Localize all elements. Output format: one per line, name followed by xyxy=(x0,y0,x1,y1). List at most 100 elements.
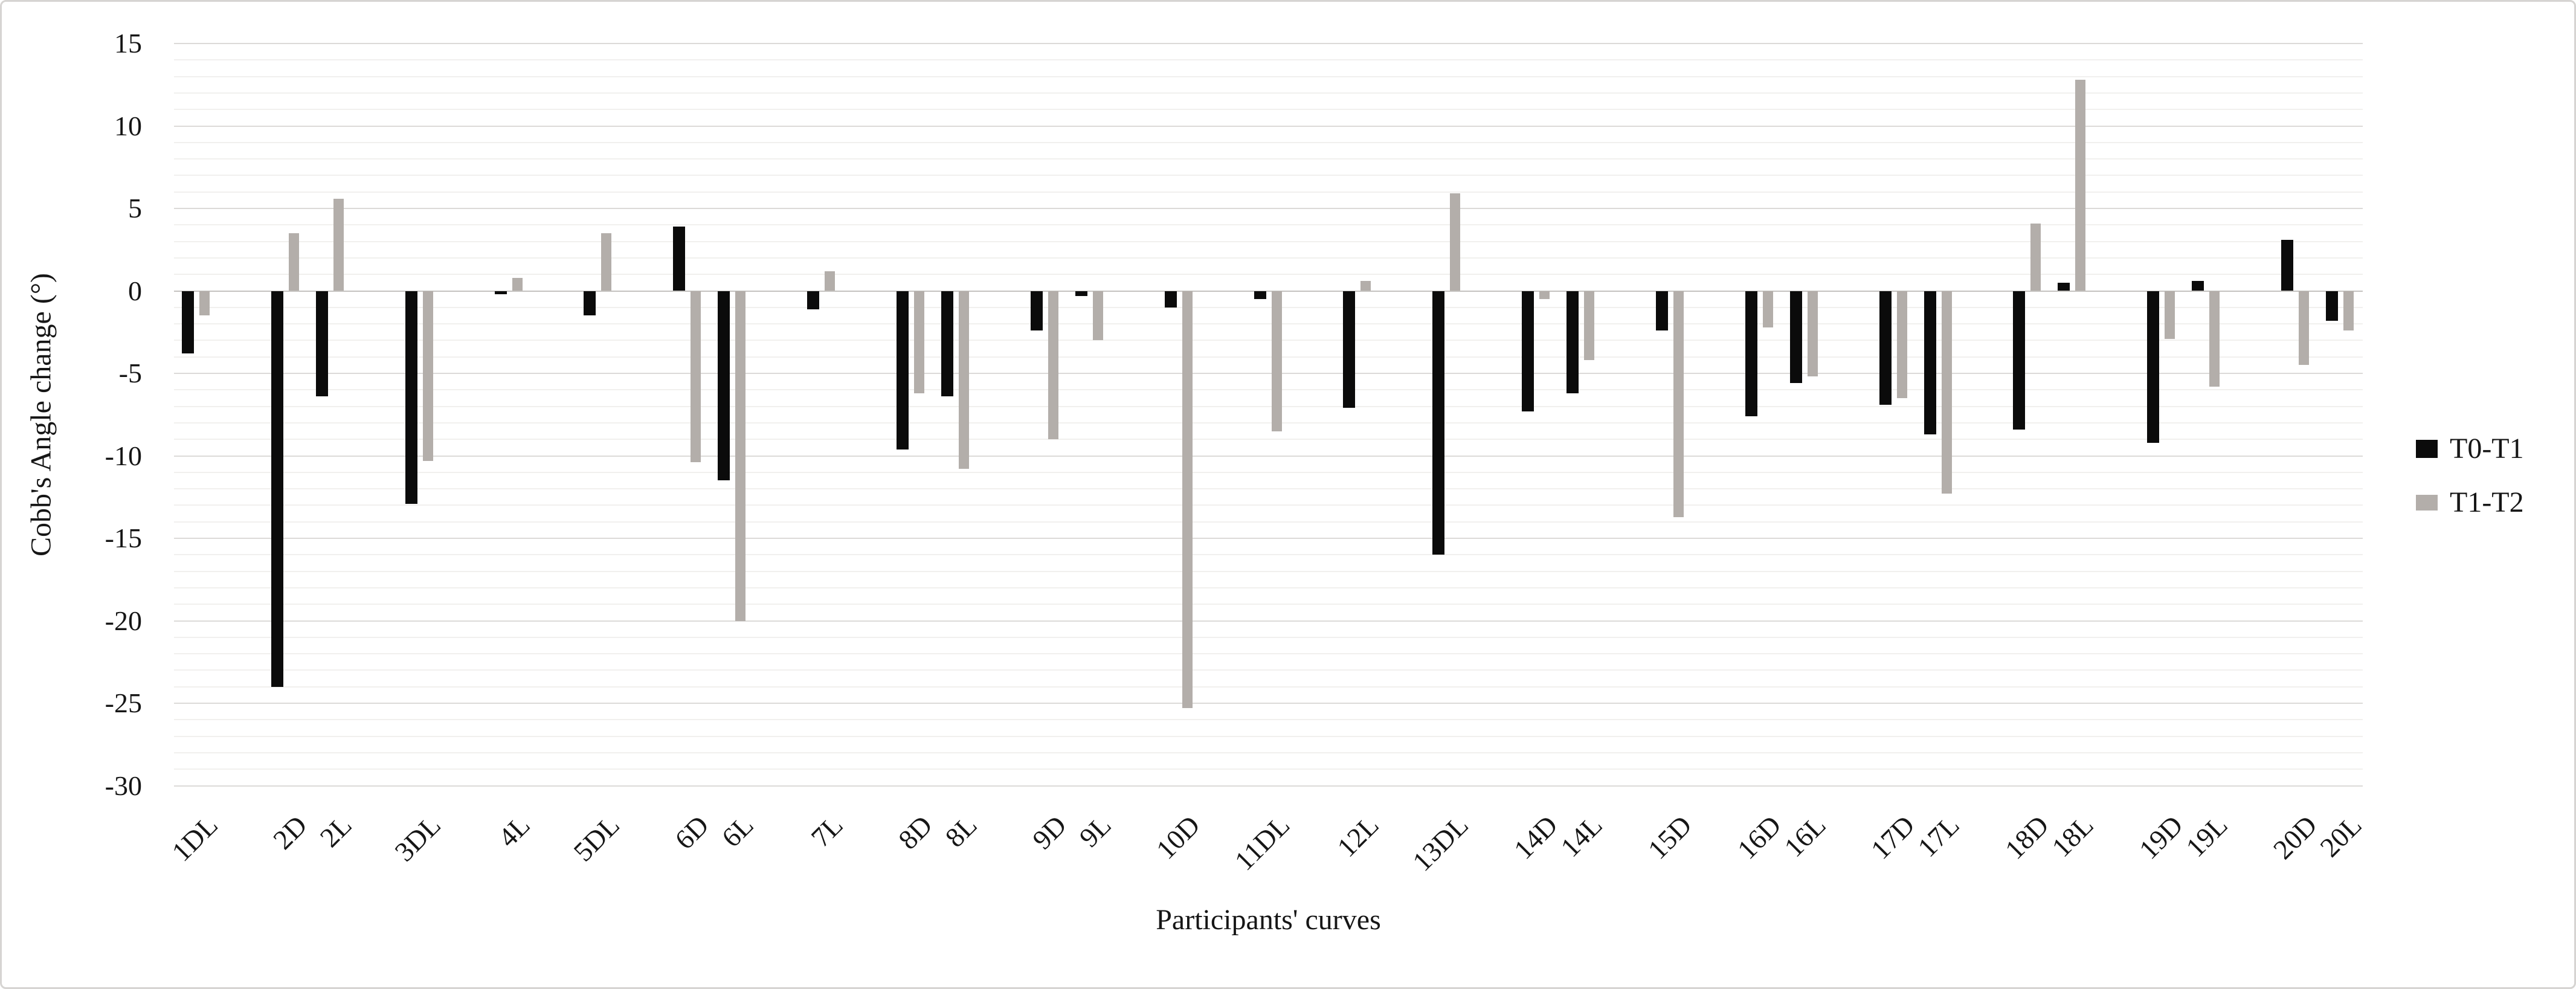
bar-T1-T2-18D xyxy=(2030,223,2041,291)
bar-T1-T2-18L xyxy=(2075,80,2086,291)
gridline xyxy=(174,306,2363,308)
gridline xyxy=(174,158,2363,160)
gridline xyxy=(174,141,2363,143)
bar-T0-T1-6D xyxy=(673,227,686,291)
legend: T0-T1 T1-T2 xyxy=(2416,432,2524,540)
y-tick-label: 15 xyxy=(114,28,142,59)
bar-T1-T2-15D xyxy=(1673,291,1684,517)
x-tick-label: 7L xyxy=(805,809,849,853)
gridline xyxy=(174,703,2363,704)
gridline xyxy=(174,587,2363,588)
gridline xyxy=(174,752,2363,753)
bar-T0-T1-18D xyxy=(2013,291,2026,430)
legend-label: T1-T2 xyxy=(2450,486,2524,518)
x-tick-label: 11DL xyxy=(1228,809,1296,876)
gridline xyxy=(174,669,2363,671)
y-tick-label: -15 xyxy=(105,523,142,553)
x-tick-label: 16L xyxy=(1778,809,1832,863)
legend-label: T0-T1 xyxy=(2450,433,2524,465)
bar-T0-T1-16L xyxy=(1789,291,1802,384)
y-tick-label: -30 xyxy=(105,770,142,801)
y-tick-label: 0 xyxy=(128,275,142,306)
y-tick-label: -20 xyxy=(105,605,142,636)
bar-T1-T2-2D xyxy=(288,233,299,291)
x-tick-label: 8D xyxy=(892,809,938,855)
y-tick-label: 5 xyxy=(128,193,142,224)
bar-T1-T2-17D xyxy=(1896,291,1907,398)
bar-T0-T1-20D xyxy=(2281,239,2294,291)
gridline xyxy=(174,257,2363,259)
x-tick-label: 17D xyxy=(1865,809,1921,865)
gridline xyxy=(174,405,2363,407)
bar-T1-T2-6D xyxy=(691,291,701,463)
bar-T0-T1-17D xyxy=(1879,291,1892,405)
gridline xyxy=(174,620,2363,622)
bar-T1-T2-19D xyxy=(2165,291,2175,339)
bar-T1-T2-16L xyxy=(1807,291,1818,377)
gridline xyxy=(174,439,2363,440)
bar-T1-T2-1DL xyxy=(199,291,210,316)
bar-T1-T2-20L xyxy=(2343,291,2354,331)
gridline xyxy=(174,109,2363,111)
x-axis-title: Participants' curves xyxy=(1156,904,1381,936)
y-tick-label: -5 xyxy=(118,358,142,388)
bar-T0-T1-3DL xyxy=(405,291,417,504)
gridline xyxy=(174,504,2363,506)
gridline xyxy=(174,92,2363,94)
gridline xyxy=(174,43,2363,44)
gridline xyxy=(174,604,2363,605)
y-tick-label: 10 xyxy=(114,110,142,141)
bar-T0-T1-4L xyxy=(494,291,507,294)
bar-T0-T1-18L xyxy=(2058,282,2070,291)
bar-T0-T1-5DL xyxy=(584,291,596,316)
x-tick-label: 14L xyxy=(1554,809,1608,863)
bar-T1-T2-14L xyxy=(1584,291,1595,361)
bar-T0-T1-1DL xyxy=(182,291,194,354)
bar-T0-T1-9D xyxy=(1030,291,1043,331)
bar-T0-T1-7L xyxy=(807,291,820,309)
bar-T0-T1-20L xyxy=(2326,291,2339,321)
bar-T1-T2-7L xyxy=(825,271,836,291)
x-tick-label: 2L xyxy=(314,809,358,853)
x-tick-label: 10D xyxy=(1150,809,1206,865)
gridline xyxy=(174,208,2363,209)
x-tick-label: 6D xyxy=(669,809,715,855)
bar-T0-T1-2L xyxy=(315,291,328,397)
bar-T0-T1-16D xyxy=(1745,291,1757,416)
gridline xyxy=(174,719,2363,721)
y-tick-label: -10 xyxy=(105,440,142,471)
x-tick-label: 20D xyxy=(2267,809,2323,865)
legend-row: T0-T1 xyxy=(2416,432,2524,465)
bar-T0-T1-2D xyxy=(271,291,283,687)
bar-T0-T1-6L xyxy=(718,291,730,481)
gridline xyxy=(174,554,2363,556)
bar-T1-T2-19L xyxy=(2209,291,2220,387)
gridline xyxy=(174,340,2363,341)
bar-T1-T2-20D xyxy=(2299,291,2310,366)
gridline xyxy=(174,471,2363,473)
gridline xyxy=(174,488,2363,490)
bar-T0-T1-14D xyxy=(1522,291,1534,411)
gridline xyxy=(174,735,2363,737)
x-tick-label: 12L xyxy=(1331,809,1385,863)
gridline xyxy=(174,323,2363,325)
gridline xyxy=(174,224,2363,226)
gridline xyxy=(174,175,2363,176)
y-tick-label: -25 xyxy=(105,688,142,718)
bar-T0-T1-8D xyxy=(897,291,909,449)
x-tick-label: 15D xyxy=(1641,809,1698,865)
bar-T0-T1-13DL xyxy=(1432,291,1445,555)
gridline xyxy=(174,653,2363,655)
bar-T1-T2-12L xyxy=(1360,281,1371,291)
bar-T1-T2-16D xyxy=(1762,291,1773,327)
bar-T1-T2-9L xyxy=(1092,291,1103,341)
bar-T0-T1-9L xyxy=(1075,291,1087,296)
bar-T1-T2-2L xyxy=(333,198,344,291)
bar-T1-T2-14D xyxy=(1539,291,1550,300)
bar-T0-T1-15D xyxy=(1655,291,1668,331)
bar-T1-T2-8D xyxy=(914,291,925,393)
gridline xyxy=(174,356,2363,358)
bar-T1-T2-9D xyxy=(1048,291,1058,440)
x-tick-label: 6L xyxy=(715,809,760,853)
